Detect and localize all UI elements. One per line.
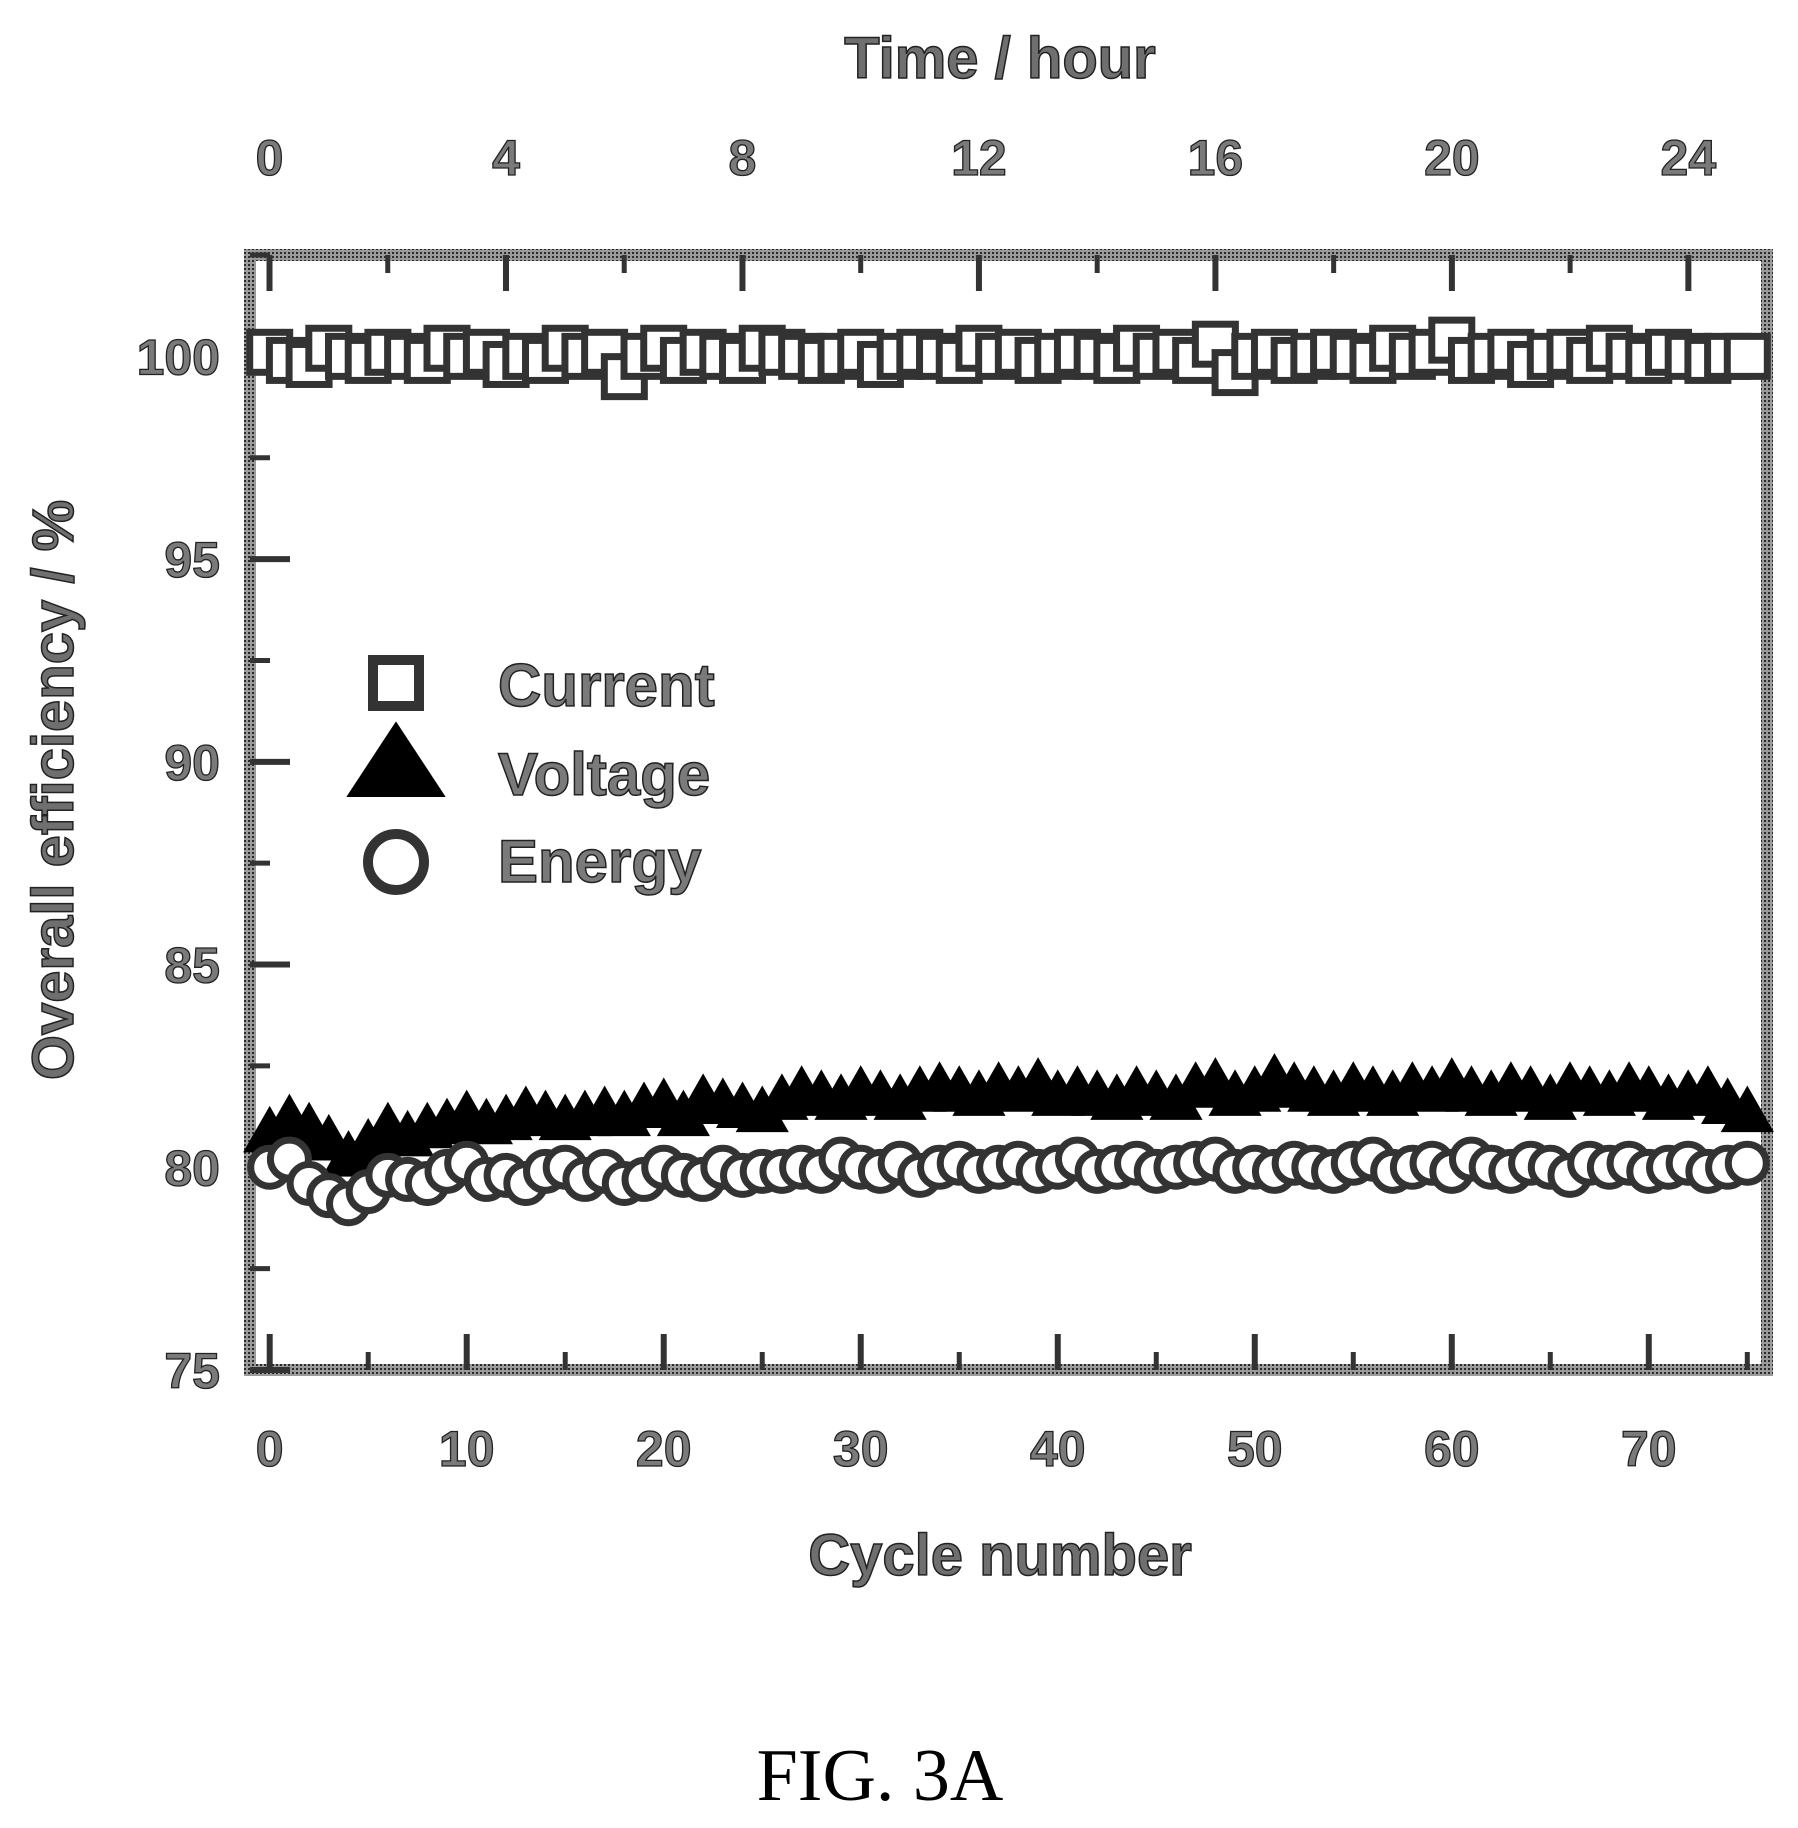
x2-tick-label: 8 — [729, 130, 757, 186]
x-tick-label: 0 — [256, 1421, 284, 1477]
y-tick-label: 85 — [164, 938, 220, 994]
x-tick-label: 30 — [833, 1421, 889, 1477]
legend-marker-energy — [363, 829, 429, 895]
x-tick-label: 20 — [636, 1421, 692, 1477]
y-tick-label: 75 — [164, 1343, 220, 1399]
x-tick-label: 40 — [1030, 1421, 1086, 1477]
legend-label-current: Current — [498, 652, 715, 719]
y-tick-label: 90 — [164, 735, 220, 791]
x2-tick-label: 4 — [492, 130, 520, 186]
figure-caption: FIG. 3A — [757, 1735, 1004, 1817]
y-tick-label: 95 — [164, 532, 220, 588]
energy-point — [1724, 1140, 1770, 1186]
legend-label-energy: Energy — [498, 828, 702, 895]
x-tick-label: 50 — [1227, 1421, 1283, 1477]
legend: Current Voltage Energy — [346, 651, 715, 896]
x2-tick-label: 12 — [951, 130, 1007, 186]
plot-frame — [244, 249, 1773, 1376]
legend-label-voltage: Voltage — [498, 741, 710, 808]
legend-marker-current — [368, 655, 424, 711]
x-tick-label: 60 — [1424, 1421, 1480, 1477]
series-current — [246, 316, 1771, 401]
y-tick-label: 100 — [137, 329, 220, 385]
x-tick-label: 70 — [1621, 1421, 1677, 1477]
x2-axis-title: Time / hour — [844, 26, 1156, 91]
y-axis-title: Overall efficiency / % — [21, 500, 86, 1080]
series-energy — [247, 1136, 1770, 1227]
x2-tick-label: 20 — [1424, 130, 1480, 186]
x-axis-title: Cycle number — [808, 1523, 1192, 1588]
voltage-point — [1720, 1085, 1774, 1133]
legend-marker-voltage — [346, 721, 446, 797]
x2-tick-label: 16 — [1188, 130, 1244, 186]
y-tick-label: 80 — [164, 1140, 220, 1196]
x2-tick-label: 0 — [256, 130, 284, 186]
current-point — [1723, 332, 1771, 380]
x2-tick-label: 24 — [1661, 130, 1717, 186]
series-voltage — [243, 1053, 1774, 1177]
x-tick-label: 10 — [439, 1421, 495, 1477]
